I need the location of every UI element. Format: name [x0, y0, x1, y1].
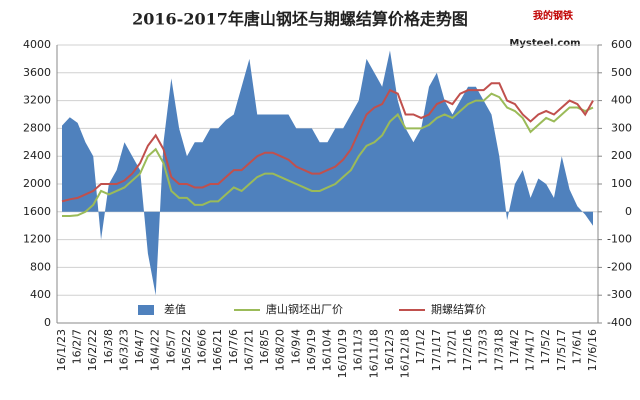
chart-title: 2016-2017年唐山钢坯与期螺结算价格走势图 [132, 10, 468, 29]
y2-tick-label: 600 [611, 38, 632, 51]
y-tick-label: 4000 [23, 38, 51, 51]
y-tick-label: 3200 [23, 94, 51, 107]
y2-tick-label: 500 [611, 66, 632, 79]
x-tick-label: 17/4/2 [508, 329, 521, 364]
x-tick-label: 16/7/21 [242, 329, 255, 371]
x-tick-label: 16/4/7 [133, 329, 146, 364]
y2-tick-label: -200 [607, 260, 632, 273]
area [62, 50, 593, 296]
x-tick-label: 16/5/22 [180, 329, 193, 371]
x-tick-label: 16/3/23 [117, 329, 130, 371]
x-tick-label: 16/1/23 [55, 329, 68, 371]
x-tick-label: 16/3/8 [102, 329, 115, 364]
logo-top: 我的钢铁 [533, 9, 573, 22]
y-tick-label: 2400 [23, 149, 51, 162]
x-tick-label: 17/1/2 [414, 329, 427, 364]
x-tick-label: 16/5/7 [164, 329, 177, 364]
y-tick-label: 3600 [23, 66, 51, 79]
y-tick-label: 2000 [23, 177, 51, 190]
x-tick-label: 17/5/17 [555, 329, 568, 371]
x-tick-label: 17/2/1 [445, 329, 458, 364]
x-tick-label: 16/9/19 [305, 329, 318, 371]
y2-tick-label: -300 [607, 288, 632, 301]
x-tick-label: 16/6/6 [196, 329, 209, 364]
x-tick-label: 17/2/16 [461, 329, 474, 371]
legend-swatch [138, 305, 154, 315]
x-tick-label: 17/3/18 [492, 329, 505, 371]
y-tick-label: 800 [30, 260, 51, 273]
x-tick-label: 17/6/1 [570, 329, 583, 364]
x-tick-label: 16/2/22 [86, 329, 99, 371]
logo-bottom: Mysteel.com [509, 38, 580, 49]
line [62, 92, 594, 217]
x-tick-label: 16/12/3 [383, 329, 396, 371]
y2-tick-label: -100 [607, 233, 632, 246]
x-tick-label: 17/5/2 [539, 329, 552, 364]
y2-tick-label: 100 [611, 177, 632, 190]
legend-label: 期螺结算价 [431, 302, 486, 316]
x-tick-label: 16/8/20 [274, 329, 287, 371]
x-tick-label: 16/6/21 [211, 329, 224, 371]
x-tick-label: 16/11/3 [352, 329, 365, 371]
y2-tick-label: 400 [611, 94, 632, 107]
x-tick-label: 17/6/16 [586, 329, 599, 371]
y-tick-label: 1200 [23, 233, 51, 246]
y2-tick-label: 200 [611, 149, 632, 162]
y-tick-label: 400 [30, 288, 51, 301]
line [61, 82, 594, 203]
x-tick-label: 16/9/4 [289, 329, 302, 364]
x-tick-label: 17/4/17 [524, 329, 537, 371]
y2-tick-label: -400 [607, 316, 632, 329]
y2-tick-label: 0 [625, 205, 632, 218]
y-tick-label: 2800 [23, 121, 51, 134]
x-tick-label: 16/8/5 [258, 329, 271, 364]
legend-label: 差值 [164, 302, 186, 316]
y-tick-label: 1600 [23, 205, 51, 218]
x-tick-label: 16/10/4 [321, 329, 334, 371]
x-tick-label: 17/3/3 [477, 329, 490, 364]
x-tick-label: 16/4/22 [149, 329, 162, 371]
y2-tick-label: 300 [611, 121, 632, 134]
x-tick-label: 16/12/18 [399, 329, 412, 378]
y-tick-label: 0 [44, 316, 51, 329]
x-tick-label: 16/2/7 [71, 329, 84, 364]
x-tick-label: 16/11/18 [367, 329, 380, 378]
legend-label: 唐山钢坯出厂价 [266, 302, 343, 316]
x-tick-label: 16/10/19 [336, 329, 349, 378]
x-tick-label: 17/1/17 [430, 329, 443, 371]
x-tick-label: 16/7/6 [227, 329, 240, 364]
